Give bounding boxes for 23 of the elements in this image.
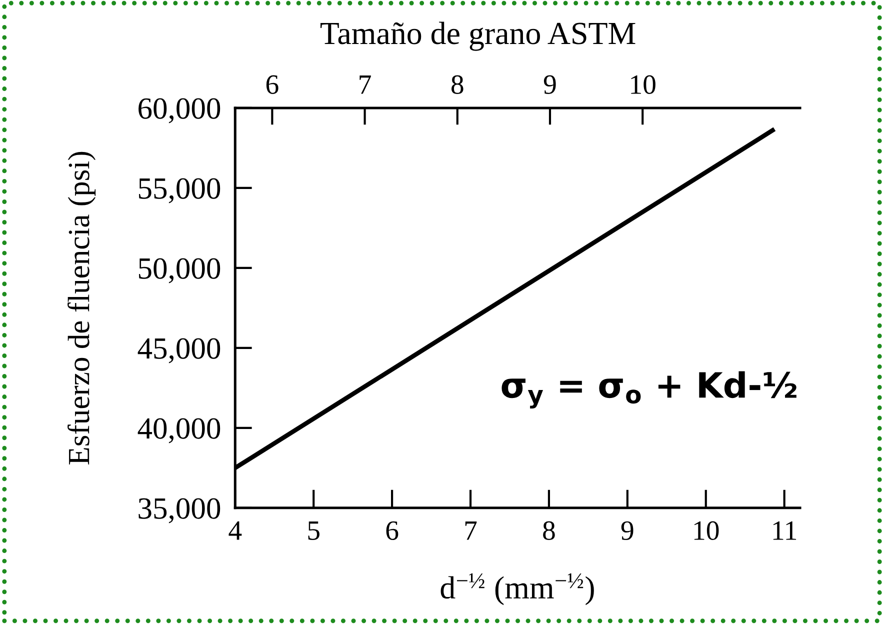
x-tick-label: 11 (773, 521, 796, 540)
y-tick-label: 45,000 (138, 338, 220, 364)
y-tick-label: 60,000 (138, 98, 220, 124)
x2-tick-label: 8 (452, 75, 464, 94)
y-tick-label: 35,000 (138, 498, 220, 524)
x2-axis-title: Tamaño de grano ASTM (320, 22, 636, 51)
x2-tick-label: 10 (631, 75, 656, 94)
x2-tick-label: 7 (360, 76, 371, 94)
y-axis-title: Esfuerzo de fluencia (psi) (68, 152, 96, 464)
y-tick-label: 55,000 (139, 178, 220, 204)
x-tick-label: 10 (694, 521, 719, 540)
x-tick-label: 9 (621, 521, 634, 540)
x-tick-label: 4 (228, 521, 242, 540)
x-tick-label: 6 (386, 521, 398, 540)
x2-tick-label: 6 (266, 75, 278, 94)
x-tick-label: 7 (465, 522, 477, 540)
y-tick-label: 50,000 (139, 258, 220, 284)
x-tick-label: 5 (308, 522, 320, 540)
y-tick-label: 40,000 (138, 418, 220, 444)
x-axis-title: d$^{−½}$ (mm$^{−½}$) (440, 573, 594, 606)
annotation: σ$_{y}$ = σ$_{o}$ + Kd-½ (502, 371, 796, 409)
x2-tick-label: 9 (544, 75, 556, 94)
x-tick-label: 8 (543, 521, 555, 540)
